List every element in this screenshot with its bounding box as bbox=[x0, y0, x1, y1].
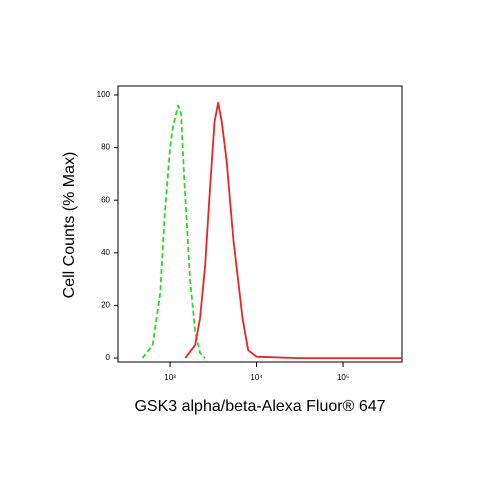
x-tick-label: 10³ bbox=[164, 373, 176, 382]
y-axis-title: Cell Counts (% Max) bbox=[61, 152, 78, 299]
histogram-line bbox=[184, 101, 402, 359]
y-tick-label: 0 bbox=[106, 353, 111, 362]
x-tick-label: 10⁵ bbox=[337, 373, 349, 382]
y-tick-label: 60 bbox=[101, 195, 110, 204]
x-tick-label: 10⁴ bbox=[250, 373, 263, 382]
y-tick-label: 20 bbox=[101, 301, 110, 310]
y-tick-label: 40 bbox=[101, 248, 110, 257]
plot-frame bbox=[117, 85, 403, 363]
x-axis-title: GSK3 alpha/beta-Alexa Fluor® 647 bbox=[134, 398, 385, 415]
y-tick-label: 100 bbox=[97, 90, 111, 99]
histogram-line bbox=[141, 104, 206, 359]
y-tick-label: 80 bbox=[101, 143, 110, 152]
